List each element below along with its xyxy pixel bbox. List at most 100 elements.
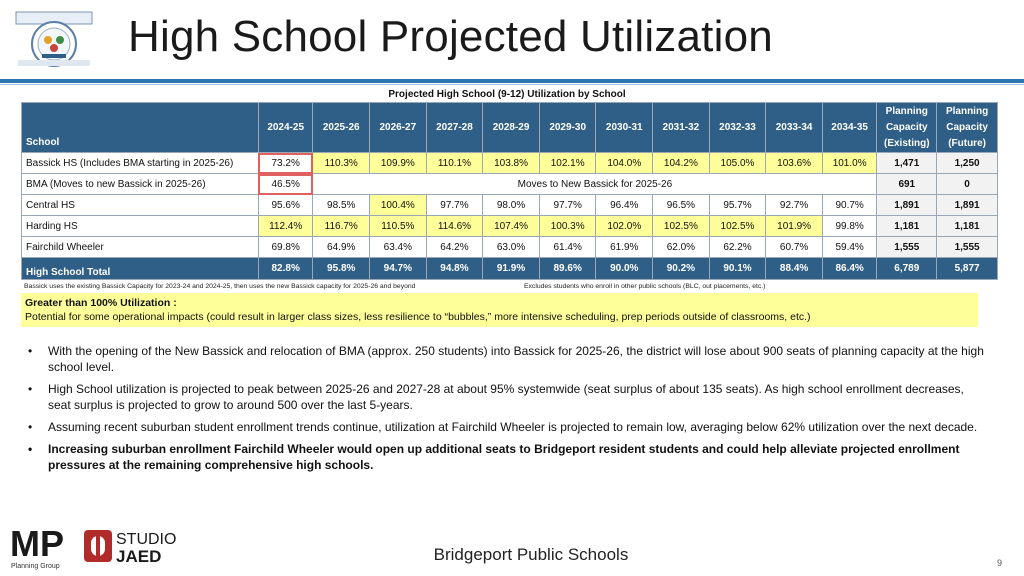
utilization-cell: 104.0%: [595, 152, 654, 174]
utilization-cell: 97.7%: [425, 194, 484, 216]
utilization-cell: 96.5%: [652, 194, 710, 216]
list-item: • Increasing suburban enrollment Fairchi…: [28, 441, 988, 473]
bullet-text: Assuming recent suburban student enrollm…: [48, 420, 978, 434]
capacity-existing-cell: 1,555: [876, 236, 938, 258]
bullet-marker: •: [28, 344, 33, 358]
capacity-future-cell: 1,555: [936, 236, 998, 258]
school-name: Central HS: [21, 194, 259, 216]
total-cell: 90.0%: [595, 257, 654, 280]
year-header: 2029-30: [538, 102, 597, 153]
utilization-cell: 101.9%: [765, 215, 823, 237]
utilization-cell: 95.7%: [708, 194, 767, 216]
total-capacity-future: 5,877: [936, 257, 998, 280]
school-name: BMA (Moves to new Bassick in 2025-26): [21, 173, 259, 195]
utilization-cell: 73.2%: [257, 152, 314, 174]
table-row-bma: BMA (Moves to new Bassick in 2025-26) 46…: [21, 173, 998, 195]
utilization-cell: 104.2%: [652, 152, 710, 174]
footer-organization: Bridgeport Public Schools: [433, 545, 629, 564]
key-findings-list: • With the opening of the New Bassick an…: [28, 343, 988, 479]
utilization-table: School 2024-25 2025-26 2026-27 2027-28 2…: [21, 102, 998, 280]
capacity-existing-cell: 691: [876, 173, 938, 195]
total-cell: 89.6%: [538, 257, 597, 280]
year-header: 2025-26: [312, 102, 371, 153]
utilization-callout: Greater than 100% Utilization : Potentia…: [21, 293, 978, 327]
utilization-cell: 59.4%: [821, 236, 878, 258]
total-cell: 90.2%: [652, 257, 710, 280]
utilization-cell: 114.6%: [425, 215, 484, 237]
utilization-cell: 100.4%: [369, 194, 427, 216]
total-cell: 90.1%: [708, 257, 767, 280]
utilization-cell: 102.1%: [538, 152, 597, 174]
header-line: (Future): [948, 137, 986, 149]
bullet-marker: •: [28, 382, 33, 396]
table-row-bassick: Bassick HS (Includes BMA starting in 202…: [21, 152, 998, 174]
logo-letters: MP: [10, 523, 64, 564]
capacity-future-cell: 0: [936, 173, 998, 195]
utilization-cell: 96.4%: [595, 194, 654, 216]
footnote-bassick-capacity: Bassick uses the existing Bassick Capaci…: [24, 283, 416, 290]
year-header: 2028-29: [482, 102, 540, 153]
total-label: High School Total: [21, 257, 259, 280]
school-column-header: School: [21, 102, 259, 153]
utilization-cell: 110.5%: [369, 215, 427, 237]
mp-planning-group-logo: MP Planning Group: [10, 523, 64, 570]
school-name: Bassick HS (Includes BMA starting in 202…: [21, 152, 259, 174]
header-line: (Existing): [884, 137, 930, 149]
capacity-existing-cell: 1,891: [876, 194, 938, 216]
year-header: 2032-33: [708, 102, 767, 153]
capacity-future-cell: 1,891: [936, 194, 998, 216]
utilization-cell: 62.0%: [652, 236, 710, 258]
table-row-central: Central HS 95.6% 98.5% 100.4% 97.7% 98.0…: [21, 194, 998, 216]
year-header: 2033-34: [765, 102, 823, 153]
school-name: Harding HS: [21, 215, 259, 237]
utilization-cell: 64.2%: [425, 236, 484, 258]
capacity-future-header: Planning Capacity (Future): [936, 102, 998, 153]
table-row-harding: Harding HS 112.4% 116.7% 110.5% 114.6% 1…: [21, 215, 998, 237]
utilization-cell: 99.8%: [821, 215, 878, 237]
utilization-cell: 64.9%: [312, 236, 371, 258]
utilization-cell: 90.7%: [821, 194, 878, 216]
table-caption: Projected High School (9-12) Utilization…: [388, 89, 626, 100]
total-cell: 94.7%: [369, 257, 427, 280]
total-cell: 88.4%: [765, 257, 823, 280]
footnote-exclusions: Excludes students who enroll in other pu…: [524, 283, 766, 290]
page-title: High School Projected Utilization: [128, 12, 773, 61]
capacity-existing-cell: 1,181: [876, 215, 938, 237]
list-item: • Assuming recent suburban student enrol…: [28, 419, 988, 435]
callout-body: Potential for some operational impacts (…: [25, 311, 811, 323]
school-name: Fairchild Wheeler: [21, 236, 259, 258]
utilization-cell: 102.0%: [595, 215, 654, 237]
year-header: 2024-25: [257, 102, 314, 153]
utilization-cell: 102.5%: [652, 215, 710, 237]
utilization-cell: 98.0%: [482, 194, 540, 216]
utilization-cell: 63.4%: [369, 236, 427, 258]
utilization-cell: 97.7%: [538, 194, 597, 216]
utilization-cell: 105.0%: [708, 152, 767, 174]
capacity-existing-header: Planning Capacity (Existing): [876, 102, 938, 153]
utilization-cell: 92.7%: [765, 194, 823, 216]
utilization-cell: 116.7%: [312, 215, 371, 237]
header-line: Capacity: [885, 121, 928, 133]
bullet-text: High School utilization is projected to …: [48, 382, 964, 412]
year-header: 2026-27: [369, 102, 427, 153]
utilization-cell: 110.1%: [425, 152, 484, 174]
utilization-cell: 69.8%: [257, 236, 314, 258]
year-header: 2030-31: [595, 102, 654, 153]
district-seal-logo: [8, 8, 100, 70]
capacity-future-cell: 1,250: [936, 152, 998, 174]
bullet-marker: •: [28, 420, 33, 434]
logo-studio-text: STUDIO: [116, 531, 176, 548]
header-line: Planning: [885, 105, 928, 117]
table-header-row: School 2024-25 2025-26 2026-27 2027-28 2…: [21, 102, 998, 153]
year-header: 2027-28: [425, 102, 484, 153]
year-header: 2034-35: [821, 102, 878, 153]
utilization-cell: 103.6%: [765, 152, 823, 174]
list-item: • With the opening of the New Bassick an…: [28, 343, 988, 375]
utilization-cell: 102.5%: [708, 215, 767, 237]
total-cell: 91.9%: [482, 257, 540, 280]
year-header: 2031-32: [652, 102, 710, 153]
utilization-cell: 110.3%: [312, 152, 371, 174]
page-number: 9: [996, 558, 1002, 568]
bullet-marker: •: [28, 442, 33, 456]
total-cell: 95.8%: [312, 257, 371, 280]
